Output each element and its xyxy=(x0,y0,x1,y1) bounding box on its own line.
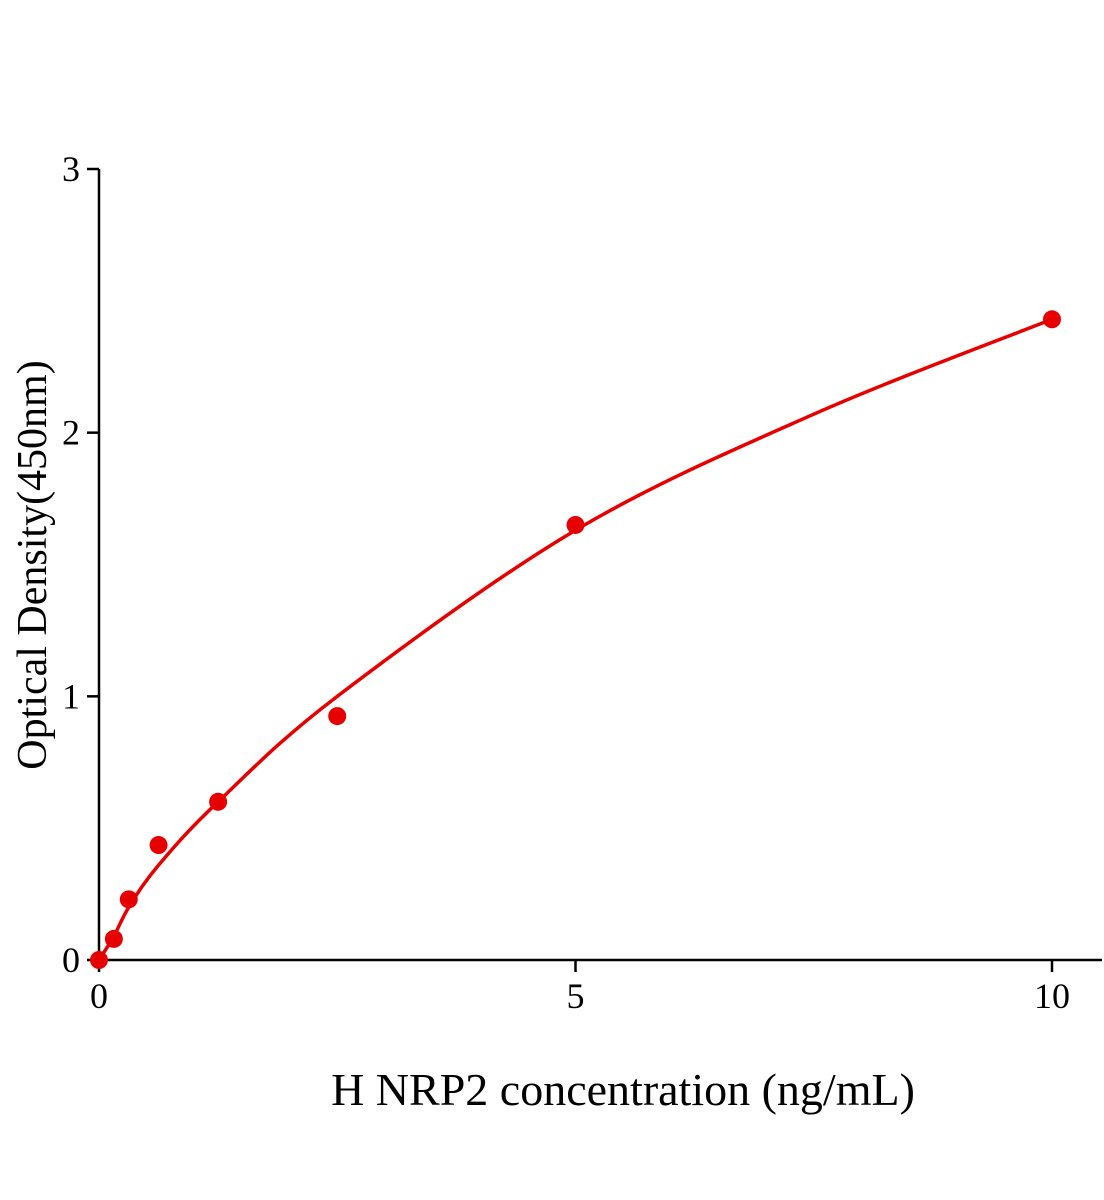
y-tick-label: 3 xyxy=(62,149,80,189)
fit-curve xyxy=(97,317,1053,961)
x-tick-label: 5 xyxy=(567,976,585,1016)
data-point xyxy=(104,929,123,948)
x-tick-label: 10 xyxy=(1034,976,1070,1016)
data-point xyxy=(566,515,585,534)
data-point xyxy=(90,951,108,969)
data-point xyxy=(119,890,138,909)
data-point xyxy=(209,792,228,811)
x-tick-label: 0 xyxy=(90,976,108,1016)
x-axis-label: H NRP2 concentration (ng/mL) xyxy=(331,1064,915,1115)
data-points xyxy=(90,310,1061,969)
y-tick-label: 2 xyxy=(62,413,80,453)
y-tick-label: 0 xyxy=(62,940,80,980)
axes: 0 5 10 0 1 2 3 xyxy=(62,149,1102,1016)
data-point xyxy=(328,707,347,726)
y-tick-label: 1 xyxy=(62,676,80,716)
data-point xyxy=(149,836,168,855)
y-axis-label: Optical Density(450nm) xyxy=(10,360,56,769)
data-point xyxy=(1043,310,1061,329)
